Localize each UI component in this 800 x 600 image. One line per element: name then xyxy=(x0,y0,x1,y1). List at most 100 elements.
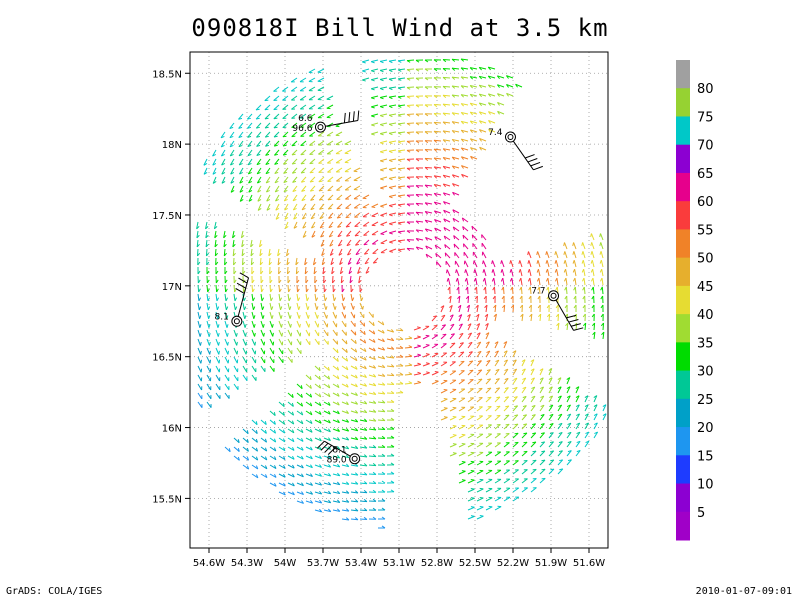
wind-vector-head xyxy=(425,353,430,355)
wind-vector xyxy=(530,487,537,493)
wind-vector-head xyxy=(528,304,532,309)
wind-vector xyxy=(503,341,508,349)
wind-vector-head xyxy=(328,428,331,433)
wind-vector xyxy=(247,158,253,166)
wind-vector-head xyxy=(315,297,319,302)
wind-vector xyxy=(494,341,499,349)
wind-vector xyxy=(602,331,605,340)
wind-vector-head xyxy=(470,469,475,472)
wind-vector-head xyxy=(319,207,324,210)
wind-vector-head xyxy=(505,396,509,399)
wind-vector xyxy=(319,212,325,219)
wind-vector-head xyxy=(388,96,393,100)
wind-vector xyxy=(584,322,587,331)
wind-vector-head xyxy=(315,288,318,293)
wind-vector xyxy=(425,202,433,205)
wind-vector-head xyxy=(460,360,465,363)
wind-vector xyxy=(296,473,304,478)
wind-vector xyxy=(556,269,559,277)
wind-vector-head xyxy=(216,306,220,311)
wind-vector xyxy=(224,311,228,319)
wind-vector-head xyxy=(274,144,278,147)
station-marker-inner xyxy=(507,134,514,141)
wind-vector xyxy=(287,419,295,425)
wind-vector-head xyxy=(537,286,540,291)
wind-vector xyxy=(451,67,460,70)
wind-vector xyxy=(488,111,496,115)
wind-vector xyxy=(474,269,478,277)
wind-vector xyxy=(323,482,331,486)
station-barb-feather xyxy=(527,158,538,163)
wind-vector-head xyxy=(232,252,236,257)
wind-vector xyxy=(461,76,469,79)
wind-vector-head xyxy=(399,354,404,358)
wind-vector xyxy=(296,401,303,407)
wind-vector-head xyxy=(476,332,481,335)
wind-vector xyxy=(521,405,527,412)
wind-vector xyxy=(539,414,545,421)
wind-vector-head xyxy=(461,165,464,169)
wind-vector xyxy=(539,368,544,376)
wind-vector-head xyxy=(239,162,243,166)
wind-vector xyxy=(332,482,340,486)
wind-vector-head xyxy=(558,450,563,453)
wind-vector-head xyxy=(505,414,510,417)
wind-vector-head xyxy=(433,166,438,170)
wind-vector-head xyxy=(591,322,596,327)
wind-vector xyxy=(314,455,322,460)
wind-vector xyxy=(299,86,307,92)
wind-vector-head xyxy=(306,297,310,302)
wind-vector xyxy=(389,194,397,197)
wind-vector-head xyxy=(482,269,485,273)
wind-vector-head xyxy=(424,219,428,224)
wind-vector-head xyxy=(274,162,279,165)
wind-vector-head xyxy=(355,392,358,396)
wind-vector-head xyxy=(364,365,367,370)
wind-vector-head xyxy=(313,270,317,275)
wind-vector xyxy=(314,401,322,407)
wind-vector xyxy=(323,329,329,337)
wind-vector xyxy=(557,322,560,331)
wind-vector-head xyxy=(346,243,351,247)
wind-vector xyxy=(431,343,439,349)
wind-vector xyxy=(287,293,290,301)
wind-vector-head xyxy=(527,269,530,273)
wind-vector xyxy=(425,228,433,232)
wind-vector-head xyxy=(277,261,281,266)
wind-vector xyxy=(539,423,545,430)
wind-vector xyxy=(575,431,581,439)
wind-vector xyxy=(440,389,448,394)
wind-vector-head xyxy=(390,346,395,350)
wind-vector-head xyxy=(264,447,268,452)
wind-vector-head xyxy=(532,432,536,435)
wind-vector-head xyxy=(345,508,350,512)
wind-vector xyxy=(425,211,433,214)
wind-vector-head xyxy=(496,84,500,88)
wind-vector xyxy=(292,185,298,192)
wind-vector xyxy=(566,441,572,448)
wind-vector xyxy=(221,176,226,184)
colorbar-segment xyxy=(676,88,690,117)
wind-vector xyxy=(345,221,352,228)
wind-vector xyxy=(491,260,496,268)
wind-vector xyxy=(314,482,322,486)
wind-vector xyxy=(467,305,470,313)
wind-vector xyxy=(242,455,249,461)
station-label: 8.1 xyxy=(332,446,346,456)
wind-vector xyxy=(318,185,325,192)
wind-vector-head xyxy=(477,341,481,345)
wind-vector xyxy=(278,419,285,425)
wind-vector xyxy=(451,76,460,79)
wind-vector-head xyxy=(380,178,384,181)
wind-vector xyxy=(233,383,239,390)
wind-vector-head xyxy=(363,490,368,494)
station-markers: 6.696.6 7.48.17.78.189.0 xyxy=(215,110,584,466)
wind-vector-head xyxy=(406,96,411,99)
wind-vector xyxy=(593,322,596,331)
wind-vector-head xyxy=(261,288,264,293)
wind-vector-head xyxy=(327,384,331,389)
wind-vector-head xyxy=(406,194,411,198)
wind-vector xyxy=(557,468,564,475)
wind-vector xyxy=(269,419,276,425)
